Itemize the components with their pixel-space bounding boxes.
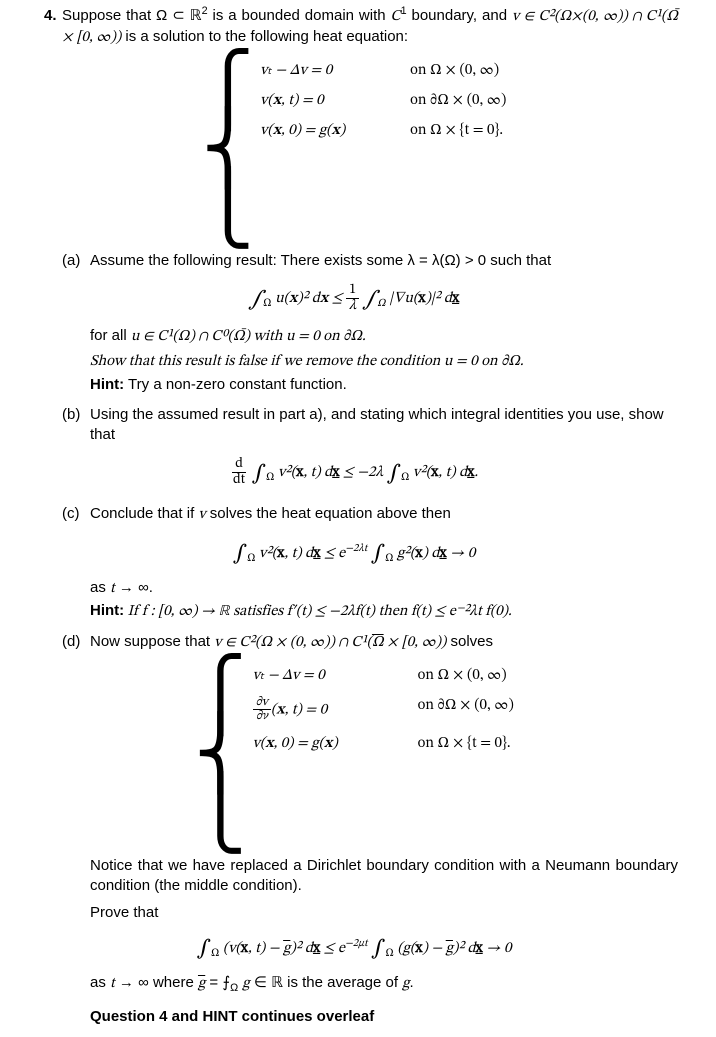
system-1: ⎧⎨⎩ vₜ − Δv = 0on Ω × (0, ∞) v(𝐱, t) = 0… [30, 61, 678, 240]
sys2-r3b: on Ω × {t = 0}. [418, 734, 511, 754]
sys1-r2a: v(𝐱, t) = 0 [260, 91, 410, 111]
intro-text: Suppose that Ω ⊂ ℝ2 is a bounded domain … [62, 6, 678, 49]
part-a-text2: for all u ∈ C¹(Ω) ∩ C⁰(Ω̄) with u = 0 on… [90, 326, 678, 347]
part-a-hint: Hint: Try a non-zero constant function. [90, 375, 678, 395]
part-c-hint: Hint: If f : [0, ∞) → ℝ satisfies f′(t) … [90, 601, 678, 622]
a-t2c: with u = 0 on ∂Ω. [250, 329, 366, 344]
brace-icon-2: ⎧⎨⎩ [194, 666, 247, 845]
sys2-r3a: v(𝐱, 0) = g(𝐱) [253, 734, 418, 754]
s2-fd: ∂ν [253, 710, 271, 723]
part-d-label: (d) [62, 632, 80, 652]
part-b-text: Using the assumed result in part a), and… [90, 405, 678, 446]
b-sub2: Ω [401, 472, 409, 483]
part-a-label: (a) [62, 251, 80, 271]
hint-label-c: Hint: [90, 602, 124, 619]
part-c-text1: Conclude that if v solves the heat equat… [90, 504, 678, 525]
a-t3: Show that this result is false if we rem… [90, 354, 524, 369]
part-d-text4: as t → ∞ where g = ⨍Ω g ∈ ℝ is the avera… [90, 973, 678, 994]
sys1-r1b: on Ω × (0, ∞) [410, 61, 499, 81]
b-fn: d [232, 457, 246, 473]
part-b-eq: ddt ∫Ω v²(x, t) dx ≤ −2λ ∫Ω v²(x, t) dx. [30, 457, 678, 488]
part-a-eq: ∫Ω u(𝐱)² d𝐱 ≤ 1λ ∫Ω |∇u(x)|² dx [30, 283, 678, 314]
hint-label-a: Hint: [90, 376, 124, 393]
part-c-text2: as t → ∞. [90, 578, 678, 599]
s2-fn: ∂v [253, 696, 271, 710]
part-c-label: (c) [62, 504, 80, 524]
d-sub3: Ω [230, 982, 238, 994]
int-1: ∫ [249, 289, 263, 310]
intro-p3: boundary, and [407, 7, 512, 24]
part-d-text3: Prove that [90, 903, 678, 923]
sys1-r3a: v(𝐱, 0) = g(𝐱) [260, 121, 410, 141]
part-d-eq: ∫Ω (v(x, t) − g)² dx ≤ e−2µt ∫Ω (g(x) − … [30, 933, 678, 961]
sys1-r3b: on Ω × {t = 0}. [410, 121, 503, 141]
part-a-text1: Assume the following result: There exist… [90, 251, 678, 271]
int-sub-2: Ω [377, 298, 385, 309]
system-2: ⎧⎨⎩ vₜ − Δv = 0on Ω × (0, ∞) ∂v∂ν(𝐱, t) … [30, 666, 678, 845]
intro-p1: Suppose that Ω ⊂ ℝ [62, 7, 202, 24]
d-sub2: Ω [385, 948, 393, 959]
a-t2a: for all [90, 327, 131, 344]
s2-r2r: (𝐱, t) = 0 [271, 702, 327, 717]
b-sub1: Ω [266, 472, 274, 483]
aeq-r: ∫Ω |∇u(x)|² dx [363, 291, 459, 306]
part-d-text2: Notice that we have replaced a Dirichlet… [90, 856, 678, 897]
problem-number: 4. [44, 6, 57, 26]
aeq-fn: 1 [346, 283, 359, 299]
part-a-text3: Show that this result is false if we rem… [90, 351, 678, 372]
int-sub-1: Ω [263, 298, 271, 309]
b-fd: dt [230, 473, 248, 488]
sys1-r2b: on ∂Ω × (0, ∞) [410, 91, 506, 111]
sys2-r1b: on Ω × (0, ∞) [418, 666, 507, 686]
intro-p4: is a solution to the following heat equa… [121, 28, 408, 45]
c-sub2: Ω [385, 553, 393, 564]
intro-c1: C [391, 9, 401, 24]
hint-c: If f : [0, ∞) → ℝ satisfies f′(t) ≤ −2λf… [124, 604, 512, 619]
c-sub1: Ω [247, 553, 255, 564]
part-b-label: (b) [62, 405, 80, 425]
sys2-r1a: vₜ − Δv = 0 [253, 666, 418, 686]
aeq-fd: λ [346, 299, 359, 314]
sys2-r2b: on ∂Ω × (0, ∞) [418, 696, 514, 724]
intro-p2: is a bounded domain with [208, 7, 391, 24]
d-sub1: Ω [211, 948, 219, 959]
brace-icon: ⎧⎨⎩ [202, 61, 255, 240]
part-d-text1: Now suppose that v ∈ C²(Ω × (0, ∞)) ∩ C¹… [90, 632, 678, 653]
part-c-eq: ∫Ω v²(x, t) dx ≤ e−2λt ∫Ω g²(x) dx → 0 [30, 538, 678, 566]
sys1-r1a: vₜ − Δv = 0 [260, 61, 410, 81]
sys2-r2a: ∂v∂ν(𝐱, t) = 0 [253, 696, 418, 724]
hint-a: Try a non-zero constant function. [124, 376, 347, 393]
aeq-body: u(𝐱)² d𝐱 ≤ [275, 291, 346, 306]
a-t2b: u ∈ C¹(Ω) ∩ C⁰(Ω̄) [131, 329, 250, 344]
